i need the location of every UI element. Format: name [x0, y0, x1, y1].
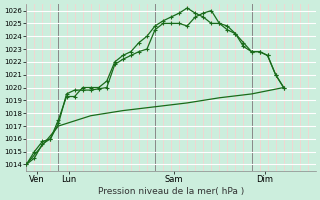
X-axis label: Pression niveau de la mer( hPa ): Pression niveau de la mer( hPa ): [98, 187, 244, 196]
